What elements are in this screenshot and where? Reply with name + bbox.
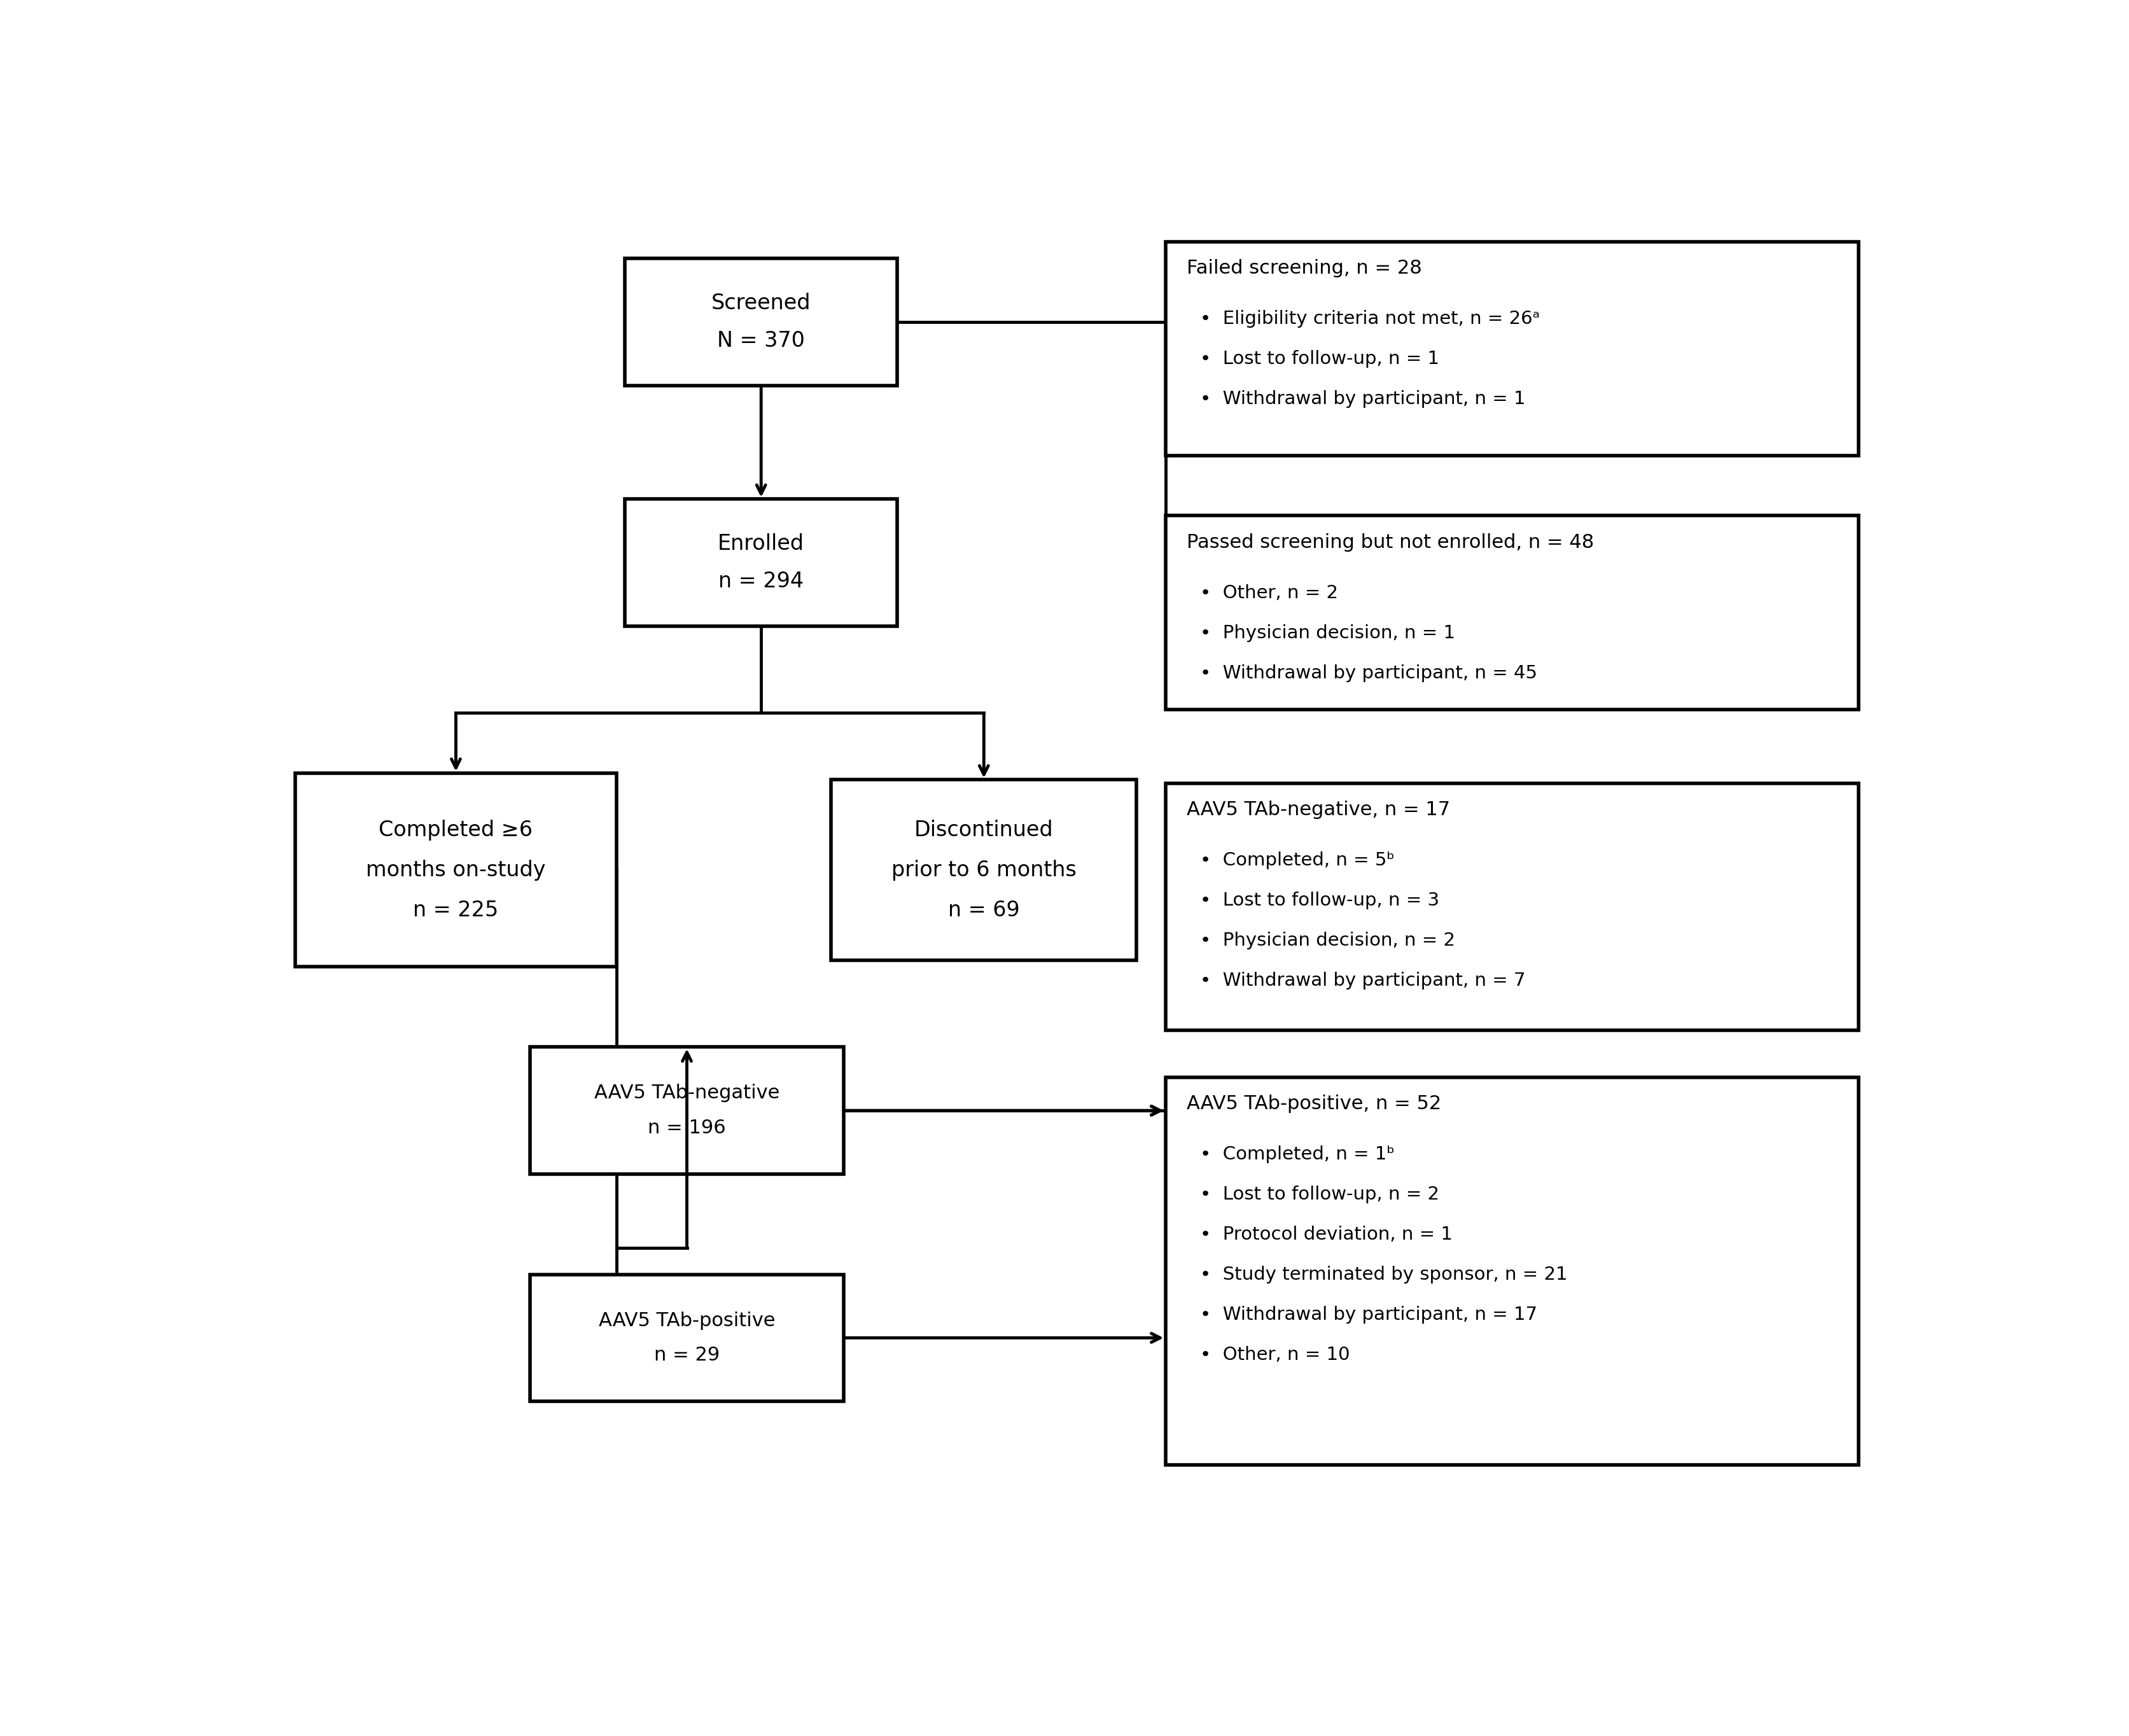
Text: •  Withdrawal by participant, n = 1: • Withdrawal by participant, n = 1 (1201, 391, 1526, 408)
Text: •  Completed, n = 1ᵇ: • Completed, n = 1ᵇ (1201, 1146, 1394, 1163)
FancyBboxPatch shape (1165, 516, 1859, 710)
Text: AAV5 TAb-positive: AAV5 TAb-positive (598, 1311, 775, 1330)
Text: •  Withdrawal by participant, n = 7: • Withdrawal by participant, n = 7 (1201, 972, 1526, 990)
Text: Screened: Screened (711, 293, 811, 314)
Text: prior to 6 months: prior to 6 months (892, 859, 1077, 880)
Text: •  Completed, n = 5ᵇ: • Completed, n = 5ᵇ (1201, 851, 1394, 870)
Text: •  Lost to follow-up, n = 1: • Lost to follow-up, n = 1 (1201, 351, 1439, 368)
Text: •  Physician decision, n = 1: • Physician decision, n = 1 (1201, 623, 1456, 642)
Text: •  Eligibility criteria not met, n = 26ᵃ: • Eligibility criteria not met, n = 26ᵃ (1201, 311, 1539, 328)
Text: AAV5 TAb-positive, n = 52: AAV5 TAb-positive, n = 52 (1186, 1095, 1441, 1113)
FancyBboxPatch shape (1165, 241, 1859, 455)
Text: n = 69: n = 69 (947, 899, 1020, 920)
Text: Passed screening but not enrolled, n = 48: Passed screening but not enrolled, n = 4… (1186, 533, 1595, 552)
Text: n = 196: n = 196 (647, 1118, 726, 1137)
Text: •  Other, n = 10: • Other, n = 10 (1201, 1345, 1350, 1364)
Text: •  Withdrawal by participant, n = 45: • Withdrawal by participant, n = 45 (1201, 665, 1537, 682)
Text: •  Other, n = 2: • Other, n = 2 (1201, 583, 1339, 602)
Text: AAV5 TAb-negative: AAV5 TAb-negative (594, 1083, 779, 1102)
Text: •  Lost to follow-up, n = 2: • Lost to follow-up, n = 2 (1201, 1186, 1439, 1203)
Text: •  Lost to follow-up, n = 3: • Lost to follow-up, n = 3 (1201, 891, 1439, 910)
Text: •  Protocol deviation, n = 1: • Protocol deviation, n = 1 (1201, 1226, 1452, 1243)
Text: •  Withdrawal by participant, n = 17: • Withdrawal by participant, n = 17 (1201, 1305, 1537, 1323)
Text: N = 370: N = 370 (717, 330, 805, 351)
Text: Completed ≥6: Completed ≥6 (379, 819, 532, 840)
FancyBboxPatch shape (626, 498, 896, 627)
FancyBboxPatch shape (530, 1274, 843, 1401)
FancyBboxPatch shape (296, 773, 617, 967)
Text: months on-study: months on-study (366, 859, 545, 880)
FancyBboxPatch shape (626, 259, 896, 385)
Text: •  Study terminated by sponsor, n = 21: • Study terminated by sponsor, n = 21 (1201, 1266, 1567, 1283)
Text: AAV5 TAb-negative, n = 17: AAV5 TAb-negative, n = 17 (1186, 800, 1450, 819)
Text: n = 225: n = 225 (413, 899, 498, 920)
FancyBboxPatch shape (530, 1047, 843, 1174)
Text: n = 29: n = 29 (654, 1345, 720, 1364)
Text: Failed screening, n = 28: Failed screening, n = 28 (1186, 259, 1422, 278)
FancyBboxPatch shape (1165, 783, 1859, 1031)
FancyBboxPatch shape (1165, 1076, 1859, 1465)
Text: n = 294: n = 294 (717, 571, 805, 592)
Text: Enrolled: Enrolled (717, 533, 805, 554)
FancyBboxPatch shape (830, 779, 1137, 960)
Text: •  Physician decision, n = 2: • Physician decision, n = 2 (1201, 932, 1454, 950)
Text: Discontinued: Discontinued (913, 819, 1054, 840)
